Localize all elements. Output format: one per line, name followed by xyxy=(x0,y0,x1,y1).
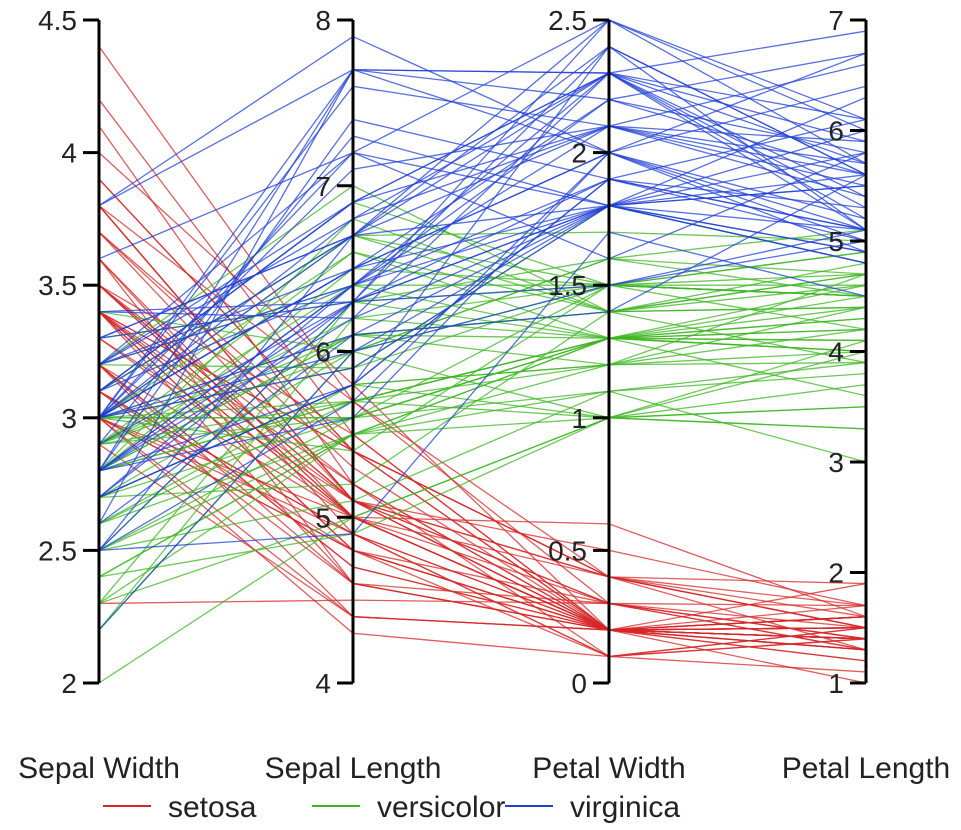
tick-label: 5 xyxy=(828,226,844,257)
legend-item-virginica: virginica xyxy=(505,791,680,824)
tick-label: 7 xyxy=(828,5,844,36)
tick-label: 8 xyxy=(315,5,331,36)
tick-label: 5 xyxy=(315,502,331,533)
legend-item-setosa: setosa xyxy=(103,791,257,824)
legend-label: virginica xyxy=(570,791,680,824)
tick-label: 2 xyxy=(571,138,587,169)
polyline-virginica-34 xyxy=(99,175,866,524)
polyline-virginica-39 xyxy=(99,126,866,391)
axis-petal-width: 0 0.5 1 1.5 2 2.5 Petal Width xyxy=(532,5,685,785)
legend-item-versicolor: versicolor xyxy=(312,791,505,824)
axis-title: Petal Length xyxy=(782,752,950,785)
tick-label: 1 xyxy=(828,668,844,699)
tick-label: 2.5 xyxy=(38,535,77,566)
tick-label: 4 xyxy=(315,668,331,699)
series-virginica xyxy=(99,20,866,630)
tick-label: 4 xyxy=(828,337,844,368)
polyline-virginica-46 xyxy=(99,179,866,550)
legend-label: setosa xyxy=(168,791,257,824)
legend-label: versicolor xyxy=(377,791,505,824)
tick-label: 2 xyxy=(61,668,77,699)
axis-sepal-width: 2 2.5 3 3.5 4 4.5 Sepal Width xyxy=(18,5,180,785)
tick-label: 6 xyxy=(828,116,844,147)
tick-label: 0.5 xyxy=(548,535,587,566)
axis-title: Petal Width xyxy=(532,752,685,785)
axis-title: Sepal Width xyxy=(18,752,180,785)
axis-title: Sepal Length xyxy=(265,752,442,785)
polyline-setosa-12 xyxy=(99,418,866,657)
tick-label: 4.5 xyxy=(38,5,77,36)
tick-label: 3 xyxy=(828,447,844,478)
tick-label: 7 xyxy=(315,171,331,202)
tick-label: 3 xyxy=(61,403,77,434)
tick-label: 2 xyxy=(828,558,844,589)
tick-label: 3.5 xyxy=(38,270,77,301)
tick-label: 6 xyxy=(315,337,331,368)
polyline-setosa-25 xyxy=(99,418,866,630)
tick-label: 1.5 xyxy=(548,270,587,301)
polylines-layer xyxy=(99,20,866,683)
legend: setosa versicolor virginica xyxy=(103,791,680,824)
tick-label: 1 xyxy=(571,403,587,434)
tick-label: 2.5 xyxy=(548,5,587,36)
polyline-versicolor-15 xyxy=(99,235,866,391)
polyline-versicolor-36 xyxy=(99,235,866,391)
tick-label: 4 xyxy=(61,138,77,169)
tick-label: 0 xyxy=(571,668,587,699)
